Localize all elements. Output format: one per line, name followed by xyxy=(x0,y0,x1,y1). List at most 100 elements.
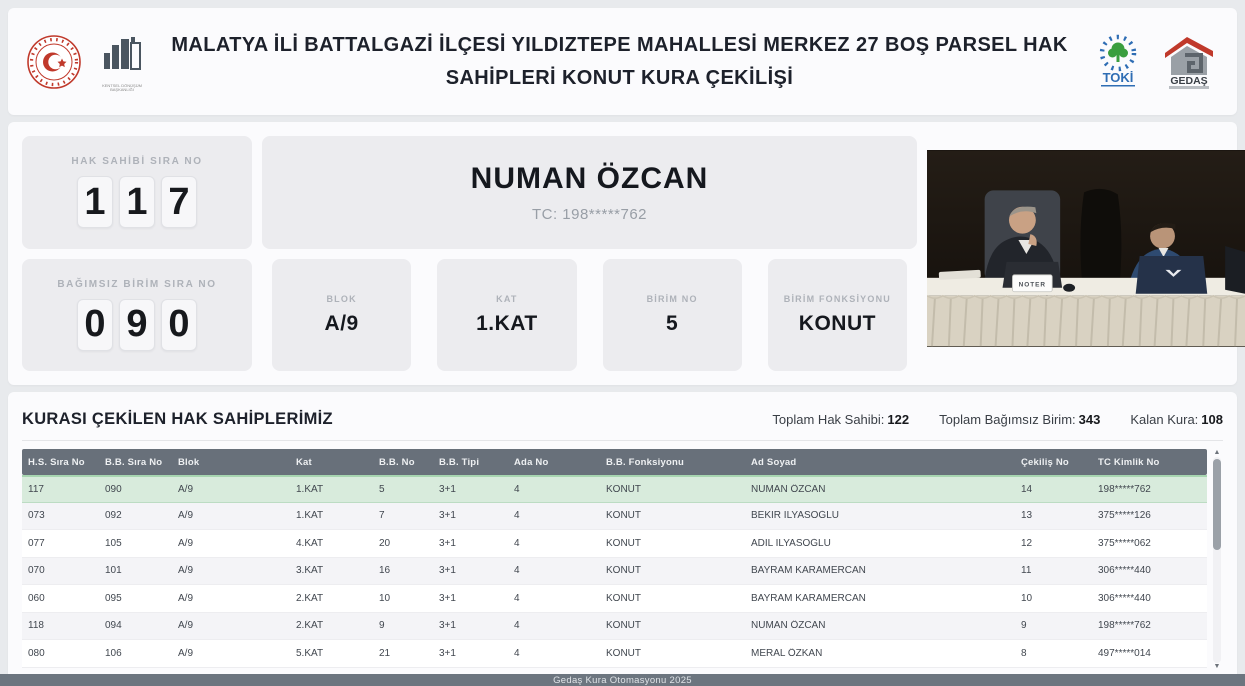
table-cell: 7 xyxy=(379,510,385,522)
footer: Gedaş Kura Otomasyonu 2025 xyxy=(0,674,1245,686)
bagimsiz-birim-digits: 0 9 0 xyxy=(77,298,197,351)
column-header: Ad Soyad xyxy=(751,456,797,468)
table-cell: 198*****762 xyxy=(1098,483,1151,495)
table-cell: 306*****440 xyxy=(1098,565,1151,577)
table-cell: 3+1 xyxy=(439,620,456,632)
table-cell: 4 xyxy=(514,537,520,549)
scrollbar-track[interactable] xyxy=(1213,457,1221,663)
table-cell: MERAL ÖZKAN xyxy=(751,647,823,659)
table-cell: KONUT xyxy=(606,592,641,604)
table-header-row: H.S. Sıra No B.B. Sıra No Blok Kat B.B. No B.… xyxy=(22,449,1207,475)
table-cell: 077 xyxy=(28,537,45,549)
table-cell: 375*****062 xyxy=(1098,537,1151,549)
table-cell: 4 xyxy=(514,565,520,577)
table-cell: 3+1 xyxy=(439,537,456,549)
table-cell: 4 xyxy=(514,592,520,604)
counters-column: HAK SAHİBİ SIRA NO 1 1 7 BAĞIMSIZ BİRİM … xyxy=(22,136,252,371)
table-row[interactable]: 080 106 A/9 5.KAT 21 3+1 4 KONUT MERAL ÖZKAN 8 497… xyxy=(22,640,1207,668)
detail-card-birim-fonksiyonu: BİRİM FONKSİYONU KONUT xyxy=(767,258,907,371)
table-cell: 10 xyxy=(1021,592,1033,604)
svg-text:TOKİ: TOKİ xyxy=(1103,70,1134,85)
table-cell: NUMAN ÖZCAN xyxy=(751,620,826,632)
header-left-logos: KENTSEL DÖNÜŞÜM BAŞKANLIĞI xyxy=(26,31,148,92)
scroll-down-icon[interactable]: ▼ xyxy=(1213,663,1221,670)
table-cell: 117 xyxy=(28,483,44,495)
digit-box: 1 xyxy=(77,176,113,229)
scrollbar-thumb[interactable] xyxy=(1213,459,1221,550)
hak-sahibi-counter: HAK SAHİBİ SIRA NO 1 1 7 xyxy=(22,136,252,249)
table-cell: KONUT xyxy=(606,620,641,632)
table-cell: 5.KAT xyxy=(296,647,324,659)
detail-label: KAT xyxy=(496,293,518,304)
gedas-logo-icon: GEDAŞ xyxy=(1165,36,1213,89)
table-body: 117 090 A/9 1.KAT 5 3+1 4 KONUT NUMAN ÖZCAN 14 198… xyxy=(22,475,1207,668)
table-cell: 12 xyxy=(1021,537,1033,549)
noter-placard: NOTER xyxy=(1019,281,1047,288)
table-title: KURASI ÇEKİLEN HAK SAHİPLERİMİZ xyxy=(22,409,333,428)
table-cell: 095 xyxy=(105,592,122,604)
column-header: H.S. Sıra No xyxy=(28,456,85,468)
table-topbar: KURASI ÇEKİLEN HAK SAHİPLERİMİZ Toplam H… xyxy=(22,402,1223,436)
table-row[interactable]: 060 095 A/9 2.KAT 10 3+1 4 KONUT BAYRAM KARAMERC… xyxy=(22,585,1207,613)
table-cell: A/9 xyxy=(178,620,194,632)
table-row[interactable]: 070 101 A/9 3.KAT 16 3+1 4 KONUT BAYRAM KARAMERC… xyxy=(22,557,1207,585)
results-section: KURASI ÇEKİLEN HAK SAHİPLERİMİZ Toplam H… xyxy=(8,392,1237,686)
column-header: B.B. Fonksiyonu xyxy=(606,456,684,468)
table-cell: 21 xyxy=(379,647,391,659)
digit-box: 9 xyxy=(119,298,155,351)
table-cell: 10 xyxy=(379,592,391,604)
table-cell: 4.KAT xyxy=(296,537,324,549)
ministry-emblem-icon xyxy=(27,34,81,89)
table-cell: KONUT xyxy=(606,537,641,549)
scroll-up-icon[interactable]: ▲ xyxy=(1213,449,1221,456)
table-cell: 090 xyxy=(105,483,122,495)
table-cell: 20 xyxy=(379,537,391,549)
winner-name: NUMAN ÖZCAN xyxy=(470,161,709,195)
housing-logo-caption: KENTSEL DÖNÜŞÜM BAŞKANLIĞI xyxy=(102,83,142,92)
detail-value: KONUT xyxy=(798,311,876,335)
table-cell: 106 xyxy=(105,647,122,659)
digit-box: 0 xyxy=(77,298,113,351)
stat-toplam-bagimsiz-birim: Toplam Bağımsız Birim: 343 xyxy=(939,411,1101,427)
table-cell: 1.KAT xyxy=(296,510,324,522)
winner-card: NUMAN ÖZCAN TC: 198*****762 xyxy=(262,136,917,249)
table-cell: 11 xyxy=(1021,565,1032,577)
table-zone: H.S. Sıra No B.B. Sıra No Blok Kat B.B. No B.… xyxy=(22,449,1223,674)
table-cell: 4 xyxy=(514,647,520,659)
page-title: MALATYA İLİ BATTALGAZİ İLÇESİ YILDIZTEPE… xyxy=(171,33,1068,89)
winner-tc: TC: 198*****762 xyxy=(531,205,648,223)
table-cell: A/9 xyxy=(178,483,194,495)
housing-buildings-icon xyxy=(104,37,141,70)
detail-label: BLOK xyxy=(326,293,357,304)
table-row[interactable]: 117 090 A/9 1.KAT 5 3+1 4 KONUT NUMAN ÖZCAN 14 198… xyxy=(22,475,1207,503)
table-row[interactable]: 073 092 A/9 1.KAT 7 3+1 4 KONUT BEKİR İLYASOĞLU 1… xyxy=(22,502,1207,530)
header-right-logos: TOKİ GEDAŞ xyxy=(1091,31,1219,93)
table-cell: NUMAN ÖZCAN xyxy=(751,483,826,495)
table-cell: 080 xyxy=(28,647,45,659)
table-row[interactable]: 077 105 A/9 4.KAT 20 3+1 4 KONUT ADİL İLYASOĞLU 1… xyxy=(22,530,1207,558)
table-cell: 9 xyxy=(379,620,385,632)
detail-label: BİRİM NO xyxy=(646,293,698,304)
hak-sahibi-digits: 1 1 7 xyxy=(77,176,197,229)
vertical-scrollbar[interactable]: ▲ ▼ xyxy=(1211,449,1223,671)
table-cell: KONUT xyxy=(606,647,641,659)
table-cell: 4 xyxy=(514,483,520,495)
digit-box: 1 xyxy=(119,176,155,229)
stat-kalan-kura: Kalan Kura: 108 xyxy=(1130,411,1223,427)
table-cell: 306*****440 xyxy=(1098,592,1151,604)
detail-card-blok: BLOK A/9 xyxy=(272,258,412,371)
header: KENTSEL DÖNÜŞÜM BAŞKANLIĞI MALATYA İLİ BA… xyxy=(8,8,1237,115)
table-cell: KONUT xyxy=(606,565,641,577)
table-cell: 16 xyxy=(379,565,391,577)
table-cell: A/9 xyxy=(178,537,194,549)
detail-value: 5 xyxy=(666,311,679,335)
column-header: Kat xyxy=(296,456,312,468)
table-row[interactable]: 118 094 A/9 2.KAT 9 3+1 4 KONUT NUMAN ÖZCAN 9 198*… xyxy=(22,612,1207,640)
detail-value: A/9 xyxy=(324,311,359,335)
table-cell: 101 xyxy=(105,565,122,577)
table-cell: 4 xyxy=(514,510,520,522)
table-cell: 094 xyxy=(105,620,122,632)
notary-video-feed: NOTER xyxy=(927,150,1245,347)
unit-details-row: BLOK A/9 KAT 1.KAT BİRİM NO 5 BİRİM FONK… xyxy=(262,258,917,371)
